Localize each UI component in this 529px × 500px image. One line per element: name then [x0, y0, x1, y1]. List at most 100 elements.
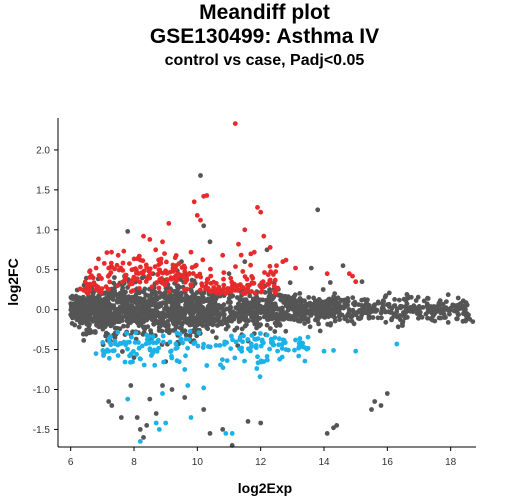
data-point-gray: [398, 317, 403, 322]
data-point-down: [112, 348, 117, 353]
data-point-up: [255, 205, 260, 210]
data-point-gray: [190, 311, 195, 316]
data-point-down: [306, 346, 311, 351]
data-point-gray: [268, 326, 273, 331]
data-point-up: [258, 210, 263, 215]
y-tick-label: 1.5: [36, 185, 50, 196]
data-point-up: [148, 271, 153, 276]
data-point-gray: [193, 327, 198, 332]
data-point-gray: [405, 315, 410, 320]
data-point-gray: [297, 291, 302, 296]
data-point-gray: [426, 309, 431, 314]
data-point-up: [167, 289, 172, 294]
data-point-up: [259, 280, 264, 285]
data-point-gray: [152, 314, 157, 319]
data-point-gray: [207, 322, 212, 327]
x-tick-label: 16: [382, 457, 394, 468]
data-point-gray: [389, 318, 394, 323]
data-point-down: [148, 346, 153, 351]
data-point-gray: [84, 322, 89, 327]
data-point-gray: [190, 278, 195, 283]
data-point-gray: [153, 290, 158, 295]
data-point-down: [163, 421, 168, 426]
data-point-down: [239, 346, 244, 351]
data-point-gray: [298, 319, 303, 324]
data-point-down: [123, 360, 128, 365]
data-point-gray: [232, 317, 237, 322]
x-tick-label: 14: [318, 457, 330, 468]
data-point-down: [154, 421, 159, 426]
data-point-gray: [334, 423, 339, 428]
data-point-up: [109, 250, 114, 255]
data-point-up: [194, 263, 199, 268]
data-point-gray: [104, 331, 109, 336]
data-point-up: [221, 283, 226, 288]
data-point-down: [223, 431, 228, 436]
data-point-down: [147, 334, 152, 339]
data-point-up: [94, 266, 99, 271]
data-point-down: [133, 340, 138, 345]
data-point-up: [241, 291, 246, 296]
data-point-up: [138, 265, 143, 270]
data-point-up: [293, 266, 298, 271]
data-point-gray: [296, 305, 301, 310]
data-point-down: [265, 354, 270, 359]
data-point-up: [209, 281, 214, 286]
data-point-up: [200, 257, 205, 262]
data-point-down: [169, 356, 174, 361]
data-point-gray: [116, 292, 121, 297]
x-tick-label: 6: [68, 457, 74, 468]
data-point-up: [153, 264, 158, 269]
data-point-up: [137, 286, 142, 291]
data-point-gray: [315, 207, 320, 212]
data-point-gray: [153, 298, 158, 303]
data-point-gray: [242, 259, 247, 264]
data-point-down: [225, 358, 230, 363]
data-point-down: [201, 386, 206, 391]
data-point-gray: [463, 319, 468, 324]
data-point-gray: [93, 312, 98, 317]
data-point-gray: [293, 292, 298, 297]
data-point-gray: [141, 435, 146, 440]
data-point-down: [249, 333, 254, 338]
data-point-up: [94, 284, 99, 289]
data-point-gray: [106, 399, 111, 404]
data-point-gray: [130, 298, 135, 303]
data-point-gray: [257, 316, 262, 321]
data-point-gray: [385, 391, 390, 396]
data-point-gray: [188, 318, 193, 323]
data-point-up: [141, 234, 146, 239]
data-point-down: [267, 347, 272, 352]
data-point-up: [273, 289, 278, 294]
data-point-gray: [208, 239, 213, 244]
data-point-gray: [331, 294, 336, 299]
data-point-gray: [272, 329, 277, 334]
data-point-gray: [456, 307, 461, 312]
y-tick-label: -1.5: [33, 425, 51, 436]
data-point-gray: [333, 319, 338, 324]
data-point-up: [138, 258, 143, 263]
data-point-down: [101, 353, 106, 358]
data-point-down: [183, 337, 188, 342]
data-point-up: [139, 270, 144, 275]
data-point-down: [259, 344, 264, 349]
data-point-down: [152, 363, 157, 368]
data-point-gray: [210, 329, 215, 334]
data-point-gray: [420, 315, 425, 320]
data-point-up: [144, 263, 149, 268]
data-point-down: [303, 359, 308, 364]
data-point-gray: [250, 307, 255, 312]
data-point-up: [159, 278, 164, 283]
x-tick-label: 8: [131, 457, 137, 468]
data-point-gray: [315, 315, 320, 320]
data-point-down: [107, 356, 112, 361]
data-point-gray: [201, 223, 206, 228]
data-point-up: [221, 277, 226, 282]
data-point-up: [266, 272, 271, 277]
data-point-up: [350, 274, 355, 279]
data-point-down: [113, 339, 118, 344]
data-point-gray: [398, 305, 403, 310]
data-point-gray: [324, 305, 329, 310]
data-point-down: [232, 356, 237, 361]
data-point-down: [242, 359, 247, 364]
